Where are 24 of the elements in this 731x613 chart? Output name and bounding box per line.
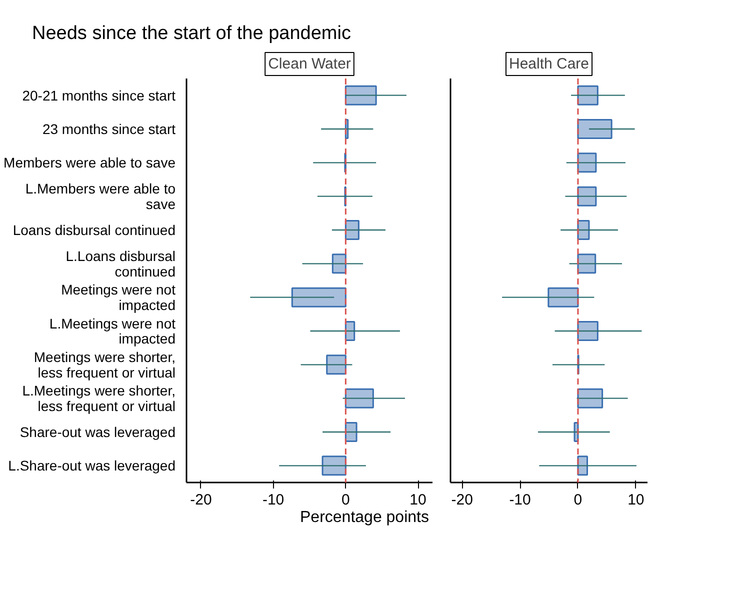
x-axis-title: Percentage points: [300, 508, 429, 528]
x-tick-label: -10: [509, 492, 531, 509]
chart-subtitle: Health Care: [508, 56, 590, 73]
x-tick-label: -20: [451, 492, 473, 509]
x-tick-label: -10: [262, 492, 284, 509]
y-tick-label: Members were able to save: [4, 154, 176, 171]
chart-subtitle: Clean Water: [268, 56, 351, 73]
y-tick-label: Loans disbursal continued: [12, 222, 176, 238]
x-tick-label: -20: [190, 492, 212, 509]
y-tick-label: 23 months since start: [42, 121, 176, 138]
y-tick-label: L.Meetings were shorter, less frequent or virtual: [22, 382, 176, 414]
x-tick-label: 10: [410, 492, 426, 509]
x-tick-label: 0: [574, 492, 582, 509]
y-tick-label: Meetings were shorter, less frequent or virtual: [34, 349, 176, 380]
y-tick-label: L.Loans disbursal continued: [66, 248, 176, 280]
y-tick-label: 20-21 months since start: [22, 87, 176, 104]
y-tick-label: L.Members were able to save: [25, 180, 176, 212]
y-tick-label: Share-out was leveraged: [20, 424, 176, 440]
x-tick-label: 0: [342, 492, 350, 509]
x-tick-label: 10: [628, 492, 644, 509]
chart-title: Needs since the start of the pandemic: [32, 22, 351, 46]
y-tick-label: L.Share-out was leveraged: [8, 458, 176, 474]
y-tick-label: L.Meetings were not impacted: [49, 316, 176, 347]
y-tick-label: Meetings were not impacted: [61, 282, 176, 314]
